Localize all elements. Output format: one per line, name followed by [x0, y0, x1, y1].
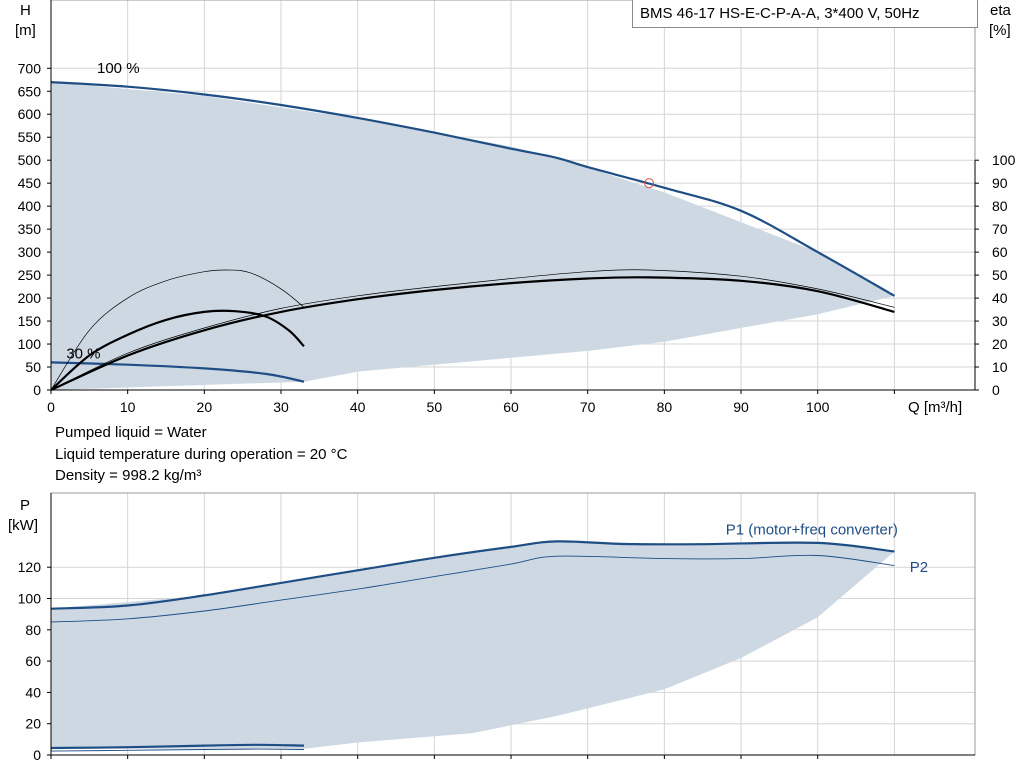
power-y-tick-label-1: 20 [25, 716, 41, 732]
head-y-tick-label-12: 600 [18, 106, 42, 122]
power-series-line-2 [50, 743, 305, 750]
head-y-tick-label-5: 250 [18, 267, 42, 283]
head-x-tick-label-3: 30 [273, 399, 289, 415]
operating-point-marker [644, 178, 655, 189]
head-y-tick-label-2: 100 [18, 336, 42, 352]
power-y-tick-label-5: 100 [18, 591, 42, 607]
head-x-tick-label-0: 0 [47, 399, 55, 415]
head-y-tick-label-7: 350 [18, 221, 42, 237]
eta-tick-label-8: 80 [992, 198, 1008, 214]
power-series-label-0: P1 (motor+freq converter) [726, 521, 898, 538]
power-y-tick-label-2: 40 [25, 684, 41, 700]
head-y-tick-label-1: 50 [25, 359, 41, 375]
eta-tick-label-0: 0 [992, 382, 1000, 398]
head-y-tick-label-13: 650 [18, 83, 42, 99]
power-y-axis-label-1: P [20, 497, 30, 514]
power-y-tick-label-0: 0 [33, 747, 41, 763]
head-y-tick-label-4: 200 [18, 290, 42, 306]
speed-label-0: 100 % [97, 60, 140, 77]
head-y-tick-label-10: 500 [18, 152, 42, 168]
head-x-tick-label-1: 10 [120, 399, 136, 415]
eta-tick-label-2: 20 [992, 336, 1008, 352]
head-y-axis-label-2: [m] [15, 22, 36, 39]
power-series-line-3 [50, 748, 305, 752]
head-x-tick-label-8: 80 [657, 399, 673, 415]
eta-tick-label-5: 50 [992, 267, 1008, 283]
power-series-label-1: P2 [910, 559, 928, 576]
head-y-tick-label-3: 150 [18, 313, 42, 329]
eta-tick-label-9: 90 [992, 175, 1008, 191]
eta-tick-label-1: 10 [992, 359, 1008, 375]
eta-tick-label-4: 40 [992, 290, 1008, 306]
head-series-line-3 [50, 269, 305, 391]
eta-tick-label-10: 100 [992, 152, 1016, 168]
power-series-line-0 [50, 540, 895, 610]
pump-title: BMS 46-17 HS-E-C-P-A-A, 3*400 V, 50Hz [640, 5, 920, 22]
power-y-tick-label-4: 80 [25, 622, 41, 638]
power-y-tick-label-6: 120 [18, 559, 42, 575]
head-y-axis-label-1: H [20, 2, 31, 19]
info-liquid-temperature: Liquid temperature during operation = 20… [55, 446, 348, 463]
pump-title-box: BMS 46-17 HS-E-C-P-A-A, 3*400 V, 50Hz [632, 0, 978, 28]
head-x-tick-label-5: 50 [427, 399, 443, 415]
head-x-tick-label-2: 20 [197, 399, 213, 415]
head-y-tick-label-8: 400 [18, 198, 42, 214]
head-series-line-1 [50, 361, 305, 383]
head-series-line-2 [50, 309, 305, 391]
head-x-tick-label-10: 100 [806, 399, 830, 415]
power-y-tick-label-3: 60 [25, 653, 41, 669]
head-y-tick-label-0: 0 [33, 382, 41, 398]
head-y-tick-label-14: 700 [18, 60, 42, 76]
power-y-axis-label-2: [kW] [8, 517, 38, 534]
head-x-tick-label-7: 70 [580, 399, 596, 415]
power-series-line-1 [50, 554, 895, 623]
power-operating-envelope [51, 541, 895, 749]
head-x-axis-label: Q [m³/h] [908, 399, 962, 416]
head-series-line-0 [50, 81, 895, 297]
head-x-tick-label-9: 90 [733, 399, 749, 415]
head-y-tick-label-6: 300 [18, 244, 42, 260]
head-series-line-5 [50, 269, 895, 391]
eta-tick-label-3: 30 [992, 313, 1008, 329]
head-y-tick-label-9: 450 [18, 175, 42, 191]
eta-tick-label-6: 60 [992, 244, 1008, 260]
head-series-line-4 [50, 276, 895, 392]
eta-axis-label-1: eta [990, 2, 1012, 19]
head-x-tick-label-6: 60 [503, 399, 519, 415]
info-density: Density = 998.2 kg/m³ [55, 467, 202, 484]
eta-axis-label-2: [%] [989, 22, 1011, 39]
head-x-tick-label-4: 40 [350, 399, 366, 415]
info-pumped-liquid: Pumped liquid = Water [55, 424, 207, 441]
head-y-tick-label-11: 550 [18, 129, 42, 145]
speed-label-1: 30 % [66, 346, 100, 363]
eta-tick-label-7: 70 [992, 221, 1008, 237]
